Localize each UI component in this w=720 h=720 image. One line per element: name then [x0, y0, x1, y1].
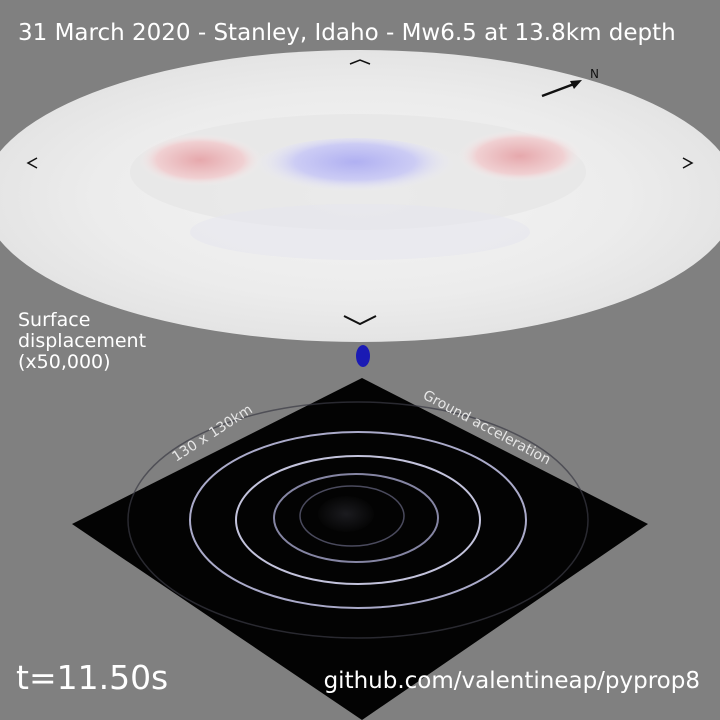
uplift-lobe-east [458, 130, 582, 182]
subsidence-trough [255, 138, 455, 198]
south-edge-marker [343, 315, 377, 326]
surface-displacement-label: Surface displacement (x50,000) [18, 310, 146, 373]
credit-link: github.com/valentineap/pyprop8 [323, 668, 700, 694]
uplift-lobe-west [138, 134, 262, 186]
subsidence-shadow [190, 204, 530, 260]
epicenter-region [318, 496, 374, 532]
wavefront-ring-4 [189, 431, 527, 609]
page-title: 31 March 2020 - Stanley, Idaho - Mw6.5 a… [18, 20, 676, 46]
north-edge-marker [349, 59, 371, 65]
wavefront-ring-outer [127, 401, 589, 639]
compass-north-label: N [590, 67, 599, 81]
surface-displacement-dish [0, 50, 720, 342]
north-arrow-icon [541, 80, 582, 98]
surface-label-line-2: displacement [18, 330, 147, 352]
wavefront-ring-1 [299, 485, 405, 547]
ground-acceleration-panel [72, 378, 648, 720]
orientation-markers [26, 59, 694, 326]
surface-label-line-1: Surface [18, 309, 91, 331]
surface-label-line-3: (x50,000) [18, 351, 111, 373]
time-label: t=11.50s [16, 658, 169, 697]
west-edge-marker [26, 157, 38, 169]
east-edge-marker [682, 157, 694, 169]
acceleration-plane [72, 378, 648, 720]
wavefront-ring-3 [235, 455, 481, 585]
wavefront-ring-2 [273, 473, 439, 563]
source-marker [356, 345, 370, 367]
